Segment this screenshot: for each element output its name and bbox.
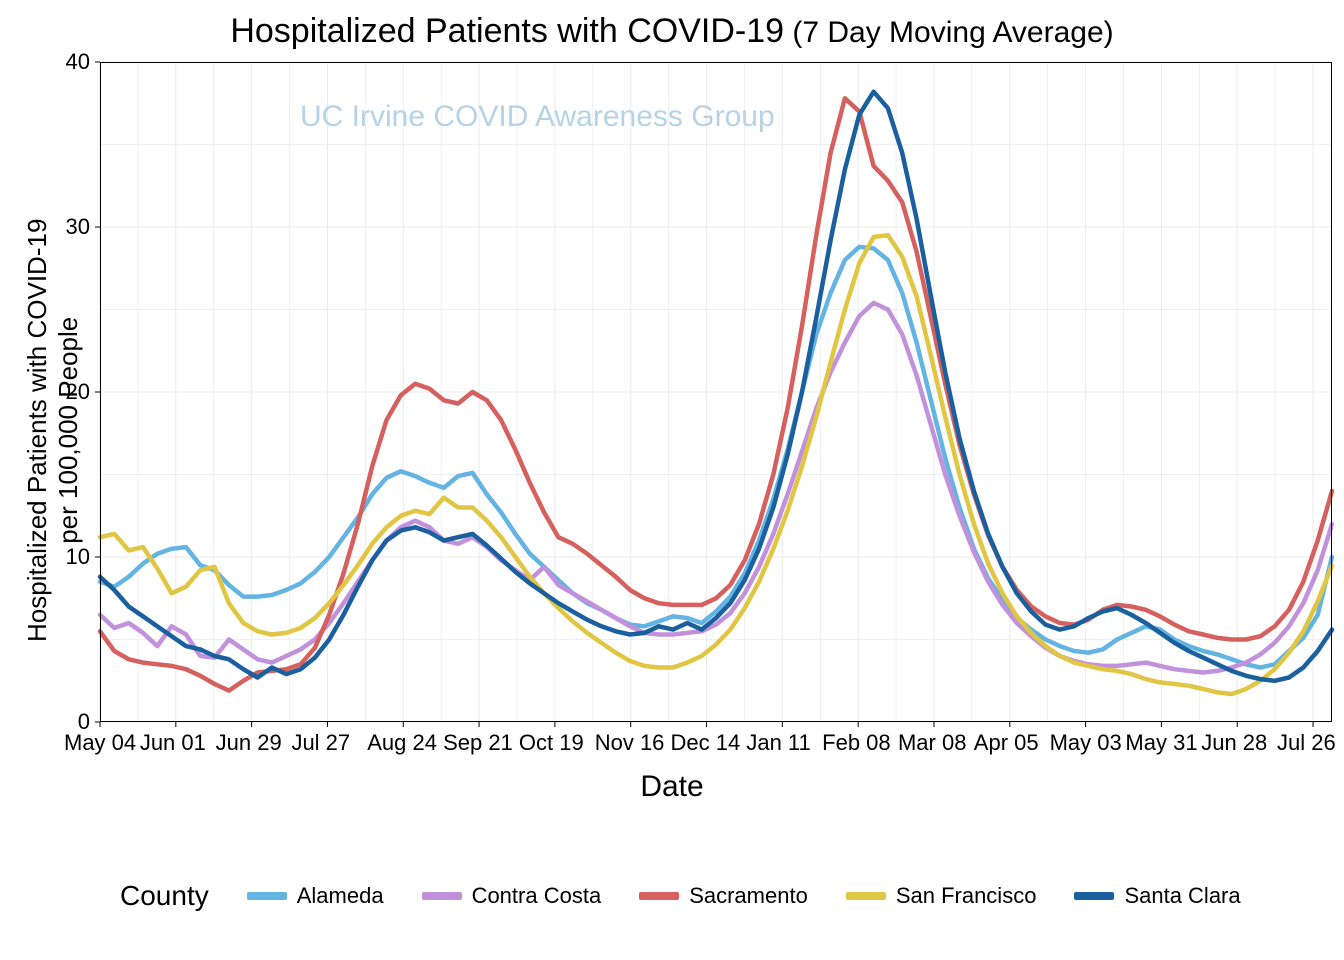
x-tick-label: Jun 29 <box>216 730 282 756</box>
legend-title: County <box>120 880 209 912</box>
x-tick-label: Sep 21 <box>443 730 513 756</box>
legend-swatch <box>247 892 287 900</box>
legend-swatch <box>846 892 886 900</box>
x-tick-label: Dec 14 <box>671 730 741 756</box>
legend-label: Santa Clara <box>1124 883 1240 909</box>
y-tick-label: 20 <box>66 379 90 405</box>
plot-area <box>100 62 1332 722</box>
legend-item: Alameda <box>247 883 384 909</box>
legend-label: San Francisco <box>896 883 1037 909</box>
legend-item: Sacramento <box>639 883 808 909</box>
x-tick-label: May 31 <box>1125 730 1197 756</box>
legend-item: Contra Costa <box>422 883 602 909</box>
legend-label: Alameda <box>297 883 384 909</box>
x-tick-label: May 03 <box>1050 730 1122 756</box>
chart-title: Hospitalized Patients with COVID-19 (7 D… <box>0 12 1344 51</box>
y-tick-label: 10 <box>66 544 90 570</box>
x-tick-label: Feb 08 <box>822 730 891 756</box>
legend-swatch <box>422 892 462 900</box>
x-tick-label: Oct 19 <box>519 730 584 756</box>
legend: County Alameda Contra Costa Sacramento San … <box>120 880 1241 912</box>
x-tick-label: Mar 08 <box>898 730 966 756</box>
legend-swatch <box>639 892 679 900</box>
y-tick-label: 40 <box>66 49 90 75</box>
legend-swatch <box>1074 892 1114 900</box>
x-tick-label: Apr 05 <box>974 730 1039 756</box>
x-axis-label: Date <box>0 770 1344 804</box>
legend-item: Santa Clara <box>1074 883 1240 909</box>
x-tick-label: Jun 28 <box>1201 730 1267 756</box>
chart-title-sub: (7 Day Moving Average) <box>784 16 1114 49</box>
chart-title-main: Hospitalized Patients with COVID-19 <box>230 12 784 50</box>
x-tick-label: Jul 27 <box>291 730 350 756</box>
legend-label: Sacramento <box>689 883 808 909</box>
x-tick-label: May 04 <box>64 730 136 756</box>
legend-item: San Francisco <box>846 883 1037 909</box>
x-tick-label: Jun 01 <box>140 730 206 756</box>
x-tick-label: Nov 16 <box>595 730 665 756</box>
x-tick-label: Jul 26 <box>1277 730 1336 756</box>
x-tick-label: Aug 24 <box>367 730 437 756</box>
y-tick-label: 30 <box>66 214 90 240</box>
x-tick-label: Jan 11 <box>746 730 810 756</box>
y-axis-label: Hospitalized Patients with COVID-19 per … <box>22 219 84 642</box>
legend-label: Contra Costa <box>472 883 602 909</box>
